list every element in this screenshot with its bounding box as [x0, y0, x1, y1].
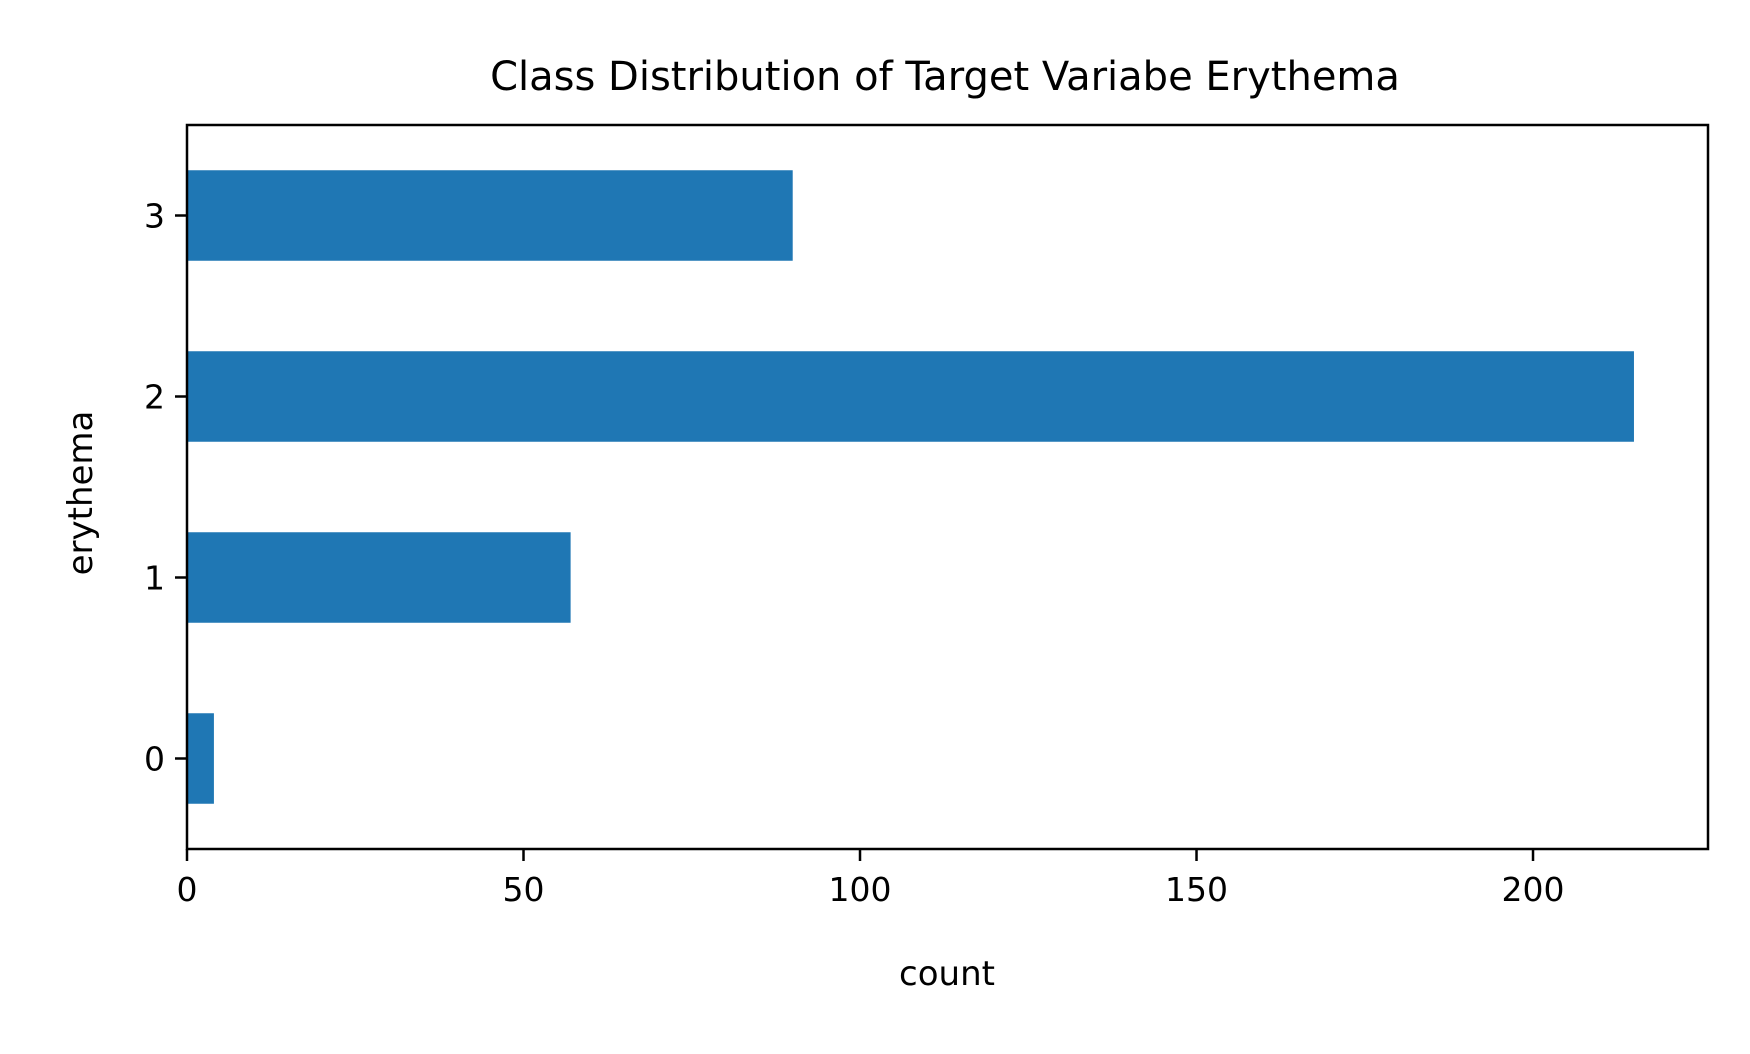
- x-axis-label: count: [899, 954, 995, 994]
- x-tick-label: 150: [1165, 870, 1228, 909]
- y-tick-label: 3: [144, 197, 165, 236]
- y-axis-label: erythema: [61, 411, 101, 576]
- x-tick-label: 0: [177, 870, 198, 909]
- ticks-layer: 0 1 2 3 0 50 100 150 200: [144, 197, 1565, 910]
- y-tick-label: 2: [144, 378, 165, 417]
- bar-3: [187, 170, 793, 261]
- bar-2: [187, 351, 1634, 442]
- x-tick-label: 200: [1502, 870, 1565, 909]
- y-tick-label: 0: [144, 740, 165, 779]
- bar-0: [187, 713, 214, 804]
- x-tick-label: 100: [829, 870, 892, 909]
- bar-1: [187, 532, 571, 623]
- x-tick-label: 50: [503, 870, 545, 909]
- y-tick-label: 1: [144, 559, 165, 598]
- chart-title: Class Distribution of Target Variabe Ery…: [490, 54, 1400, 100]
- plot-frame: [185, 123, 1710, 851]
- bars-layer: [187, 170, 1634, 804]
